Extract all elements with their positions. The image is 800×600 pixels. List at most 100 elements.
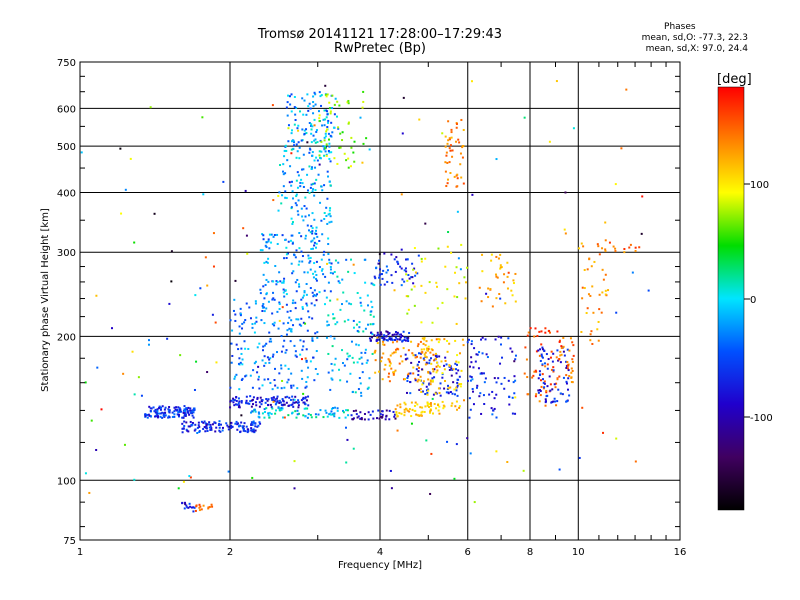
echo-point: [283, 257, 286, 260]
echo-point: [324, 275, 327, 278]
echo-point: [358, 326, 361, 329]
echo-point: [297, 404, 300, 407]
echo-point: [324, 409, 327, 412]
echo-point: [327, 371, 330, 374]
echo-point: [192, 409, 195, 412]
echo-point: [420, 257, 423, 260]
echo-point: [316, 336, 319, 339]
echo-point: [404, 267, 407, 270]
echo-point: [447, 139, 450, 142]
echo-point: [387, 358, 390, 361]
echo-point: [409, 392, 412, 395]
echo-point: [275, 280, 278, 283]
echo-point: [458, 405, 461, 408]
echo-point: [356, 291, 359, 294]
echo-point: [313, 182, 316, 185]
echo-point: [423, 410, 426, 413]
echo-point: [470, 340, 473, 343]
echo-point: [265, 342, 268, 345]
echo-point: [301, 296, 304, 299]
echo-point: [435, 392, 438, 395]
echo-point: [400, 335, 403, 338]
echo-point: [416, 414, 419, 417]
echo-point: [542, 348, 545, 351]
echo-point: [323, 211, 326, 214]
echo-point: [301, 168, 304, 171]
echo-point: [306, 189, 309, 192]
echo-point: [251, 323, 254, 326]
stats-o-mode: mean, sd,O: -77.3, 22.3: [641, 33, 748, 43]
echo-point: [327, 213, 330, 216]
echo-point: [421, 337, 424, 340]
echo-point: [164, 406, 167, 409]
echo-point: [564, 191, 567, 194]
echo-point: [429, 383, 432, 386]
echo-point: [193, 388, 196, 391]
echo-point: [305, 293, 308, 296]
echo-point: [277, 194, 280, 197]
echo-point: [403, 408, 406, 411]
echo-point: [526, 334, 529, 337]
echo-point: [150, 407, 153, 410]
echo-point: [347, 355, 350, 358]
echo-point: [268, 340, 271, 343]
echo-point: [192, 416, 195, 419]
echo-point: [421, 406, 424, 409]
echo-point: [429, 411, 432, 414]
echo-point: [261, 412, 264, 415]
echo-point: [426, 389, 429, 392]
echo-point: [268, 233, 271, 236]
echo-point: [445, 151, 448, 154]
echo-point: [273, 324, 276, 327]
echo-point: [328, 180, 331, 183]
echo-point: [282, 281, 285, 284]
echo-point: [641, 195, 644, 198]
echo-point: [394, 336, 397, 339]
echo-point: [562, 350, 565, 353]
echo-point: [263, 355, 266, 358]
echo-point: [389, 354, 392, 357]
echo-point: [448, 138, 451, 141]
echo-point: [391, 338, 394, 341]
echo-point: [282, 280, 285, 283]
echo-point: [276, 386, 279, 389]
echo-point: [523, 116, 526, 119]
echo-point: [366, 294, 369, 297]
echo-point: [96, 366, 99, 369]
echo-point: [250, 429, 253, 432]
echo-point: [441, 301, 444, 304]
echo-point: [287, 367, 290, 370]
echo-point: [309, 148, 312, 151]
echo-point: [399, 355, 402, 358]
echo-point: [311, 212, 314, 215]
echo-point: [302, 321, 305, 324]
echo-point: [258, 342, 261, 345]
echo-point: [315, 229, 318, 232]
echo-point: [263, 378, 266, 381]
echo-point: [311, 317, 314, 320]
echo-point: [261, 359, 264, 362]
echo-point: [570, 381, 573, 384]
echo-point: [395, 333, 398, 336]
echo-point: [513, 375, 516, 378]
echo-point: [539, 394, 542, 397]
echo-point: [560, 353, 563, 356]
echo-point: [393, 258, 396, 261]
echo-point: [298, 157, 301, 160]
echo-point: [319, 95, 322, 98]
echo-point: [119, 147, 122, 150]
echo-point: [361, 362, 364, 365]
echo-point: [472, 390, 475, 393]
echo-point: [581, 406, 584, 409]
echo-point: [218, 426, 221, 429]
echo-point: [430, 405, 433, 408]
echo-point: [346, 352, 349, 355]
echo-point: [352, 410, 355, 413]
echo-point: [245, 302, 248, 305]
echo-point: [578, 247, 581, 250]
echo-point: [311, 232, 314, 235]
echo-point: [379, 283, 382, 286]
echo-point: [379, 413, 382, 416]
stats-x-mode: mean, sd,X: 97.0, 24.4: [645, 44, 748, 54]
x-tick-label: 2: [227, 547, 233, 558]
